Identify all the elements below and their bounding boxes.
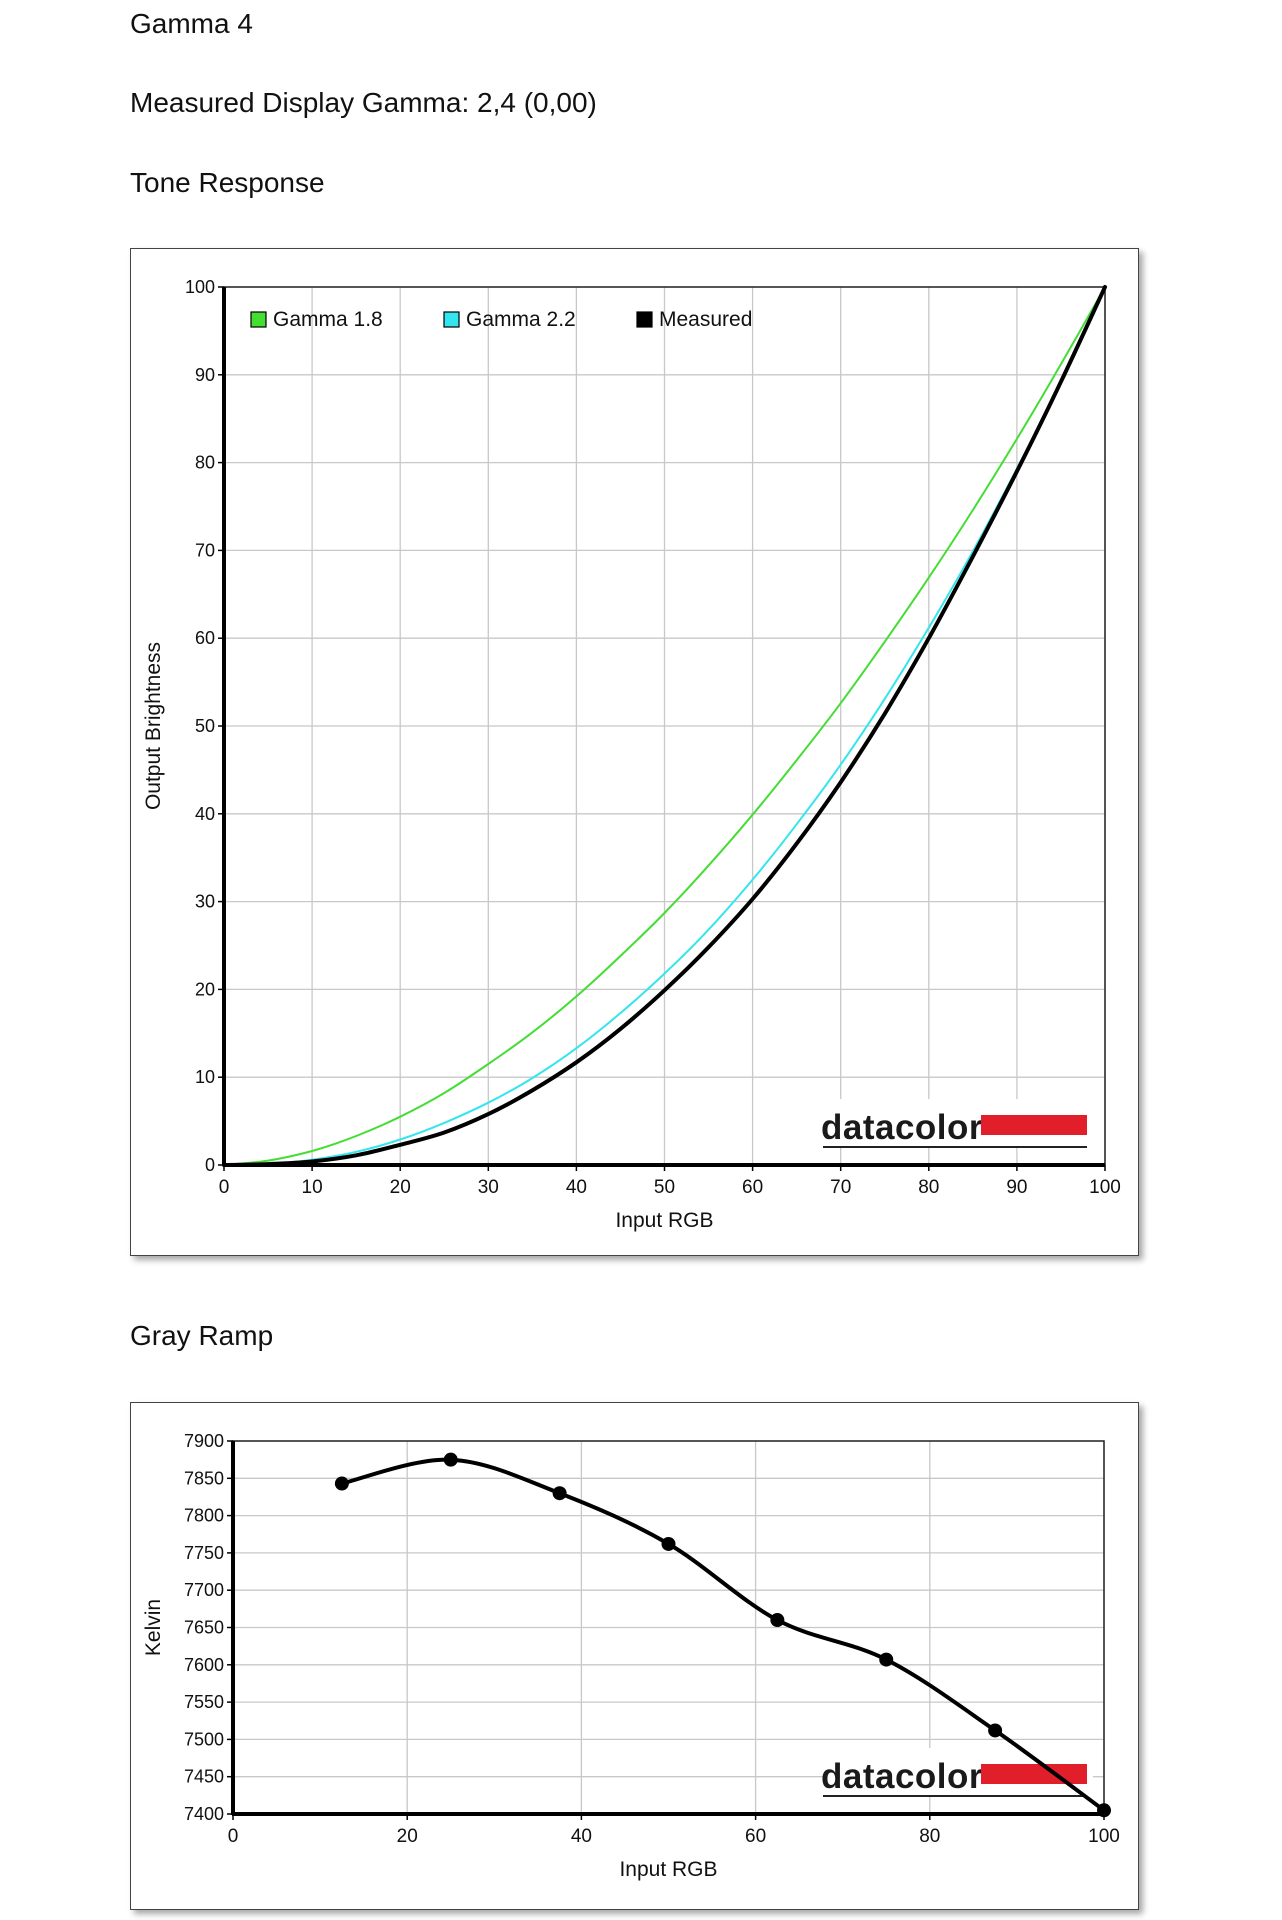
data-point bbox=[443, 1452, 458, 1467]
legend-swatch bbox=[636, 311, 653, 328]
x-tick-label: 70 bbox=[830, 1177, 851, 1198]
x-tick-label: 20 bbox=[390, 1177, 411, 1198]
series-group bbox=[334, 1452, 1111, 1818]
y-tick-label: 80 bbox=[195, 453, 215, 473]
logo-red-bar bbox=[981, 1115, 1087, 1135]
y-tick-label: 7750 bbox=[184, 1543, 224, 1563]
y-tick-label: 10 bbox=[195, 1067, 215, 1087]
y-tick-labels: 7400 7450 7500 7550 7600 7650 7700 7750 7800 7850… bbox=[184, 1431, 233, 1824]
tone-response-plot: 0 10 20 30 40 50 60 70 80 90 100 0 10 20 30 40 50 60 70 80 9… bbox=[142, 277, 1121, 1232]
y-tick-label: 0 bbox=[205, 1155, 215, 1175]
y-tick-label: 7500 bbox=[184, 1729, 224, 1749]
y-tick-label: 60 bbox=[195, 628, 215, 648]
y-axis-title: Kelvin bbox=[142, 1599, 165, 1656]
series-group bbox=[222, 285, 1107, 1167]
x-tick-labels: 0 10 20 30 40 50 60 70 80 90 100 bbox=[219, 1165, 1121, 1198]
y-tick-label: 7900 bbox=[184, 1431, 224, 1451]
y-tick-label: 20 bbox=[195, 979, 215, 999]
x-axis-title: Input RGB bbox=[615, 1209, 713, 1232]
x-tick-label: 100 bbox=[1089, 1177, 1121, 1198]
datacolor-logo: datacolor bbox=[821, 1099, 1093, 1148]
logo-text: datacolor bbox=[821, 1757, 983, 1796]
x-tick-label: 50 bbox=[654, 1177, 675, 1198]
y-tick-label: 7850 bbox=[184, 1468, 224, 1488]
series-line-measured bbox=[222, 285, 1107, 1167]
gray-ramp-heading: Gray Ramp bbox=[130, 1320, 274, 1351]
x-tick-label: 0 bbox=[219, 1177, 230, 1198]
logo-red-bar bbox=[981, 1764, 1087, 1784]
y-tick-label: 7600 bbox=[184, 1655, 224, 1675]
tone-response-heading: Tone Response bbox=[130, 167, 325, 198]
x-tick-label: 20 bbox=[397, 1826, 418, 1847]
legend: Gamma 1.8 Gamma 2.2 Measured bbox=[250, 308, 752, 331]
x-axis-title: Input RGB bbox=[619, 1858, 717, 1881]
y-tick-label: 7700 bbox=[184, 1580, 224, 1600]
legend-label: Measured bbox=[659, 308, 752, 331]
x-tick-label: 100 bbox=[1088, 1826, 1120, 1847]
x-tick-label: 80 bbox=[919, 1826, 940, 1847]
x-tick-label: 0 bbox=[228, 1826, 239, 1847]
logo-text: datacolor bbox=[821, 1108, 983, 1147]
data-point bbox=[988, 1723, 1003, 1738]
x-tick-labels: 0 20 40 60 80 100 bbox=[228, 1814, 1120, 1847]
x-tick-label: 10 bbox=[302, 1177, 323, 1198]
grid bbox=[223, 286, 1106, 1166]
legend-label: Gamma 1.8 bbox=[273, 308, 383, 331]
y-tick-label: 30 bbox=[195, 892, 215, 912]
series-line-gamma-2-2 bbox=[223, 286, 1106, 1166]
y-tick-label: 50 bbox=[195, 716, 215, 736]
data-point bbox=[770, 1613, 785, 1628]
x-tick-label: 60 bbox=[742, 1177, 763, 1198]
x-tick-label: 60 bbox=[745, 1826, 766, 1847]
y-tick-labels: 0 10 20 30 40 50 60 70 80 90 100 bbox=[185, 277, 224, 1175]
x-tick-label: 40 bbox=[571, 1826, 592, 1847]
gray-ramp-plot: 0 20 40 60 80 100 7400 7450 7500 7550 7600 7650 7700… bbox=[142, 1431, 1120, 1881]
legend-swatch bbox=[443, 311, 460, 328]
y-tick-label: 40 bbox=[195, 804, 215, 824]
data-point bbox=[879, 1652, 894, 1667]
y-tick-label: 7550 bbox=[184, 1692, 224, 1712]
y-tick-label: 100 bbox=[185, 277, 215, 297]
y-tick-label: 90 bbox=[195, 365, 215, 385]
data-point bbox=[1097, 1803, 1111, 1818]
datacolor-logo: datacolor bbox=[821, 1748, 1093, 1797]
y-tick-label: 7450 bbox=[184, 1767, 224, 1787]
page-title: Gamma 4 bbox=[130, 8, 253, 39]
x-tick-label: 90 bbox=[1006, 1177, 1027, 1198]
x-tick-label: 80 bbox=[918, 1177, 939, 1198]
legend-swatch bbox=[250, 311, 267, 328]
data-point bbox=[552, 1486, 567, 1501]
data-point bbox=[661, 1536, 676, 1551]
x-tick-label: 30 bbox=[478, 1177, 499, 1198]
y-axis-title: Output Brightness bbox=[142, 642, 165, 810]
y-tick-label: 7400 bbox=[184, 1804, 224, 1824]
measured-gamma-label: Measured Display Gamma: 2,4 (0,00) bbox=[130, 87, 597, 118]
x-tick-label: 40 bbox=[566, 1177, 587, 1198]
data-point bbox=[334, 1476, 349, 1491]
y-tick-label: 70 bbox=[195, 540, 215, 560]
series-line-kelvin bbox=[339, 1457, 1106, 1813]
tone-response-chart: 0 10 20 30 40 50 60 70 80 90 100 0 10 20 30 40 50 60 70 80 9… bbox=[130, 248, 1139, 1256]
y-tick-label: 7650 bbox=[184, 1618, 224, 1638]
y-tick-label: 7800 bbox=[184, 1506, 224, 1526]
legend-label: Gamma 2.2 bbox=[466, 308, 576, 331]
gray-ramp-chart: 0 20 40 60 80 100 7400 7450 7500 7550 7600 7650 7700… bbox=[130, 1402, 1139, 1910]
series-line-gamma-1-8 bbox=[223, 286, 1106, 1166]
